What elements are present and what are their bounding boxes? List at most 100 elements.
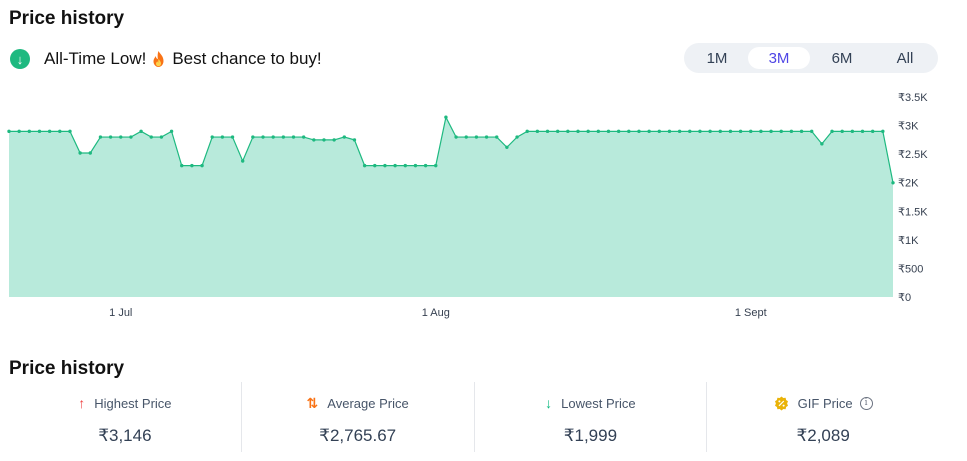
price-point [403,163,407,168]
price-point [119,135,123,139]
price-point [749,129,753,134]
price-line [9,115,894,183]
stat-label: GIF Price [797,395,853,411]
price-point [180,163,184,168]
price-point [47,129,52,134]
price-point [495,135,499,139]
price-point [413,163,418,168]
price-point [261,135,265,139]
price-point [230,135,235,139]
price-point [677,129,682,134]
price-point [810,129,814,134]
y-tick-label: ₹0 [898,292,911,304]
tab-all[interactable]: All [896,49,914,67]
price-point [566,129,570,134]
all-time-low-alert: ↓ All-Time Low! Best chance to buy! [10,47,322,71]
price-point [68,129,72,134]
price-point [301,135,306,139]
y-tick-label: ₹1K [898,235,919,247]
price-point [27,129,32,134]
alert-text-after: Best chance to buy! [172,49,322,68]
price-point [37,129,42,134]
stat-label: Average Price [327,395,409,411]
fire-icon [153,51,164,67]
price-point [586,129,590,134]
stat-highest-price: ↑ Highest Price ₹3,146 [9,382,242,452]
price-point [850,129,855,134]
arrows-up-down-icon: ⇅ [306,394,319,411]
price-point [870,129,875,134]
arrow-down-circle-icon: ↓ [10,49,30,69]
price-point [545,129,550,134]
price-point [129,135,133,139]
y-tick-label: ₹3.5K [898,92,928,104]
price-point [362,163,367,168]
price-point [728,129,733,134]
y-tick-label: ₹500 [898,263,923,275]
price-stats-title: Price history [9,358,125,379]
x-tick-label: 1 Jul [109,307,132,319]
price-point [647,129,651,134]
price-point [220,135,225,139]
price-point [667,129,672,134]
price-point [108,135,113,139]
price-point [169,129,174,134]
price-point [373,163,377,168]
info-icon[interactable]: i [859,396,873,410]
price-point [718,129,722,134]
price-point [434,163,438,168]
price-point [149,135,153,139]
price-point [860,129,865,134]
price-point [484,135,489,139]
price-point [738,129,743,134]
price-point [139,129,143,134]
stat-value: ₹3,146 [98,426,152,445]
price-point [291,135,296,139]
price-point [58,129,62,134]
stat-gif-price: GIF Price i ₹2,089 [707,382,939,452]
arrow-up-icon: ↑ [78,395,86,411]
arrow-down-icon: ↓ [545,395,553,411]
price-point [200,163,204,168]
price-point [444,115,448,119]
price-point [281,135,286,139]
y-tick-label: ₹1.5K [898,206,928,218]
price-point [576,129,580,134]
tab-6m[interactable]: 6M [831,49,853,67]
price-point [190,163,194,168]
price-history-chart: ₹0 ₹500 ₹1K ₹1.5K ₹2K ₹2.5K ₹3K ₹3.5K 1 Jul 1 Aug… [7,92,928,319]
price-point [769,129,773,134]
price-point [830,129,834,134]
price-point [7,129,11,134]
price-point [891,181,895,185]
x-tick-label: 1 Aug [422,307,450,319]
price-point [820,142,824,146]
gif-badge-icon [774,396,788,410]
price-point [98,135,103,139]
price-point [789,129,794,134]
price-point [525,129,529,134]
price-point [17,129,21,134]
y-tick-label: ₹2.5K [898,149,928,161]
price-point [688,129,692,134]
price-point [799,129,804,134]
price-point [312,138,316,142]
price-point [464,135,468,139]
price-point [352,138,357,142]
price-point [241,159,245,163]
price-point [322,138,326,142]
stat-label: Lowest Price [561,395,636,411]
tab-1m[interactable]: 1M [706,49,728,67]
price-point [251,135,255,139]
price-point [393,163,397,168]
price-point [840,129,844,134]
price-point [627,129,631,134]
price-point [657,129,661,134]
price-point [383,163,387,168]
price-point [515,135,519,139]
price-point [606,129,611,134]
price-point [159,135,164,139]
price-point [88,151,92,155]
tab-3m[interactable]: 3M [748,47,810,69]
price-point [698,129,702,134]
